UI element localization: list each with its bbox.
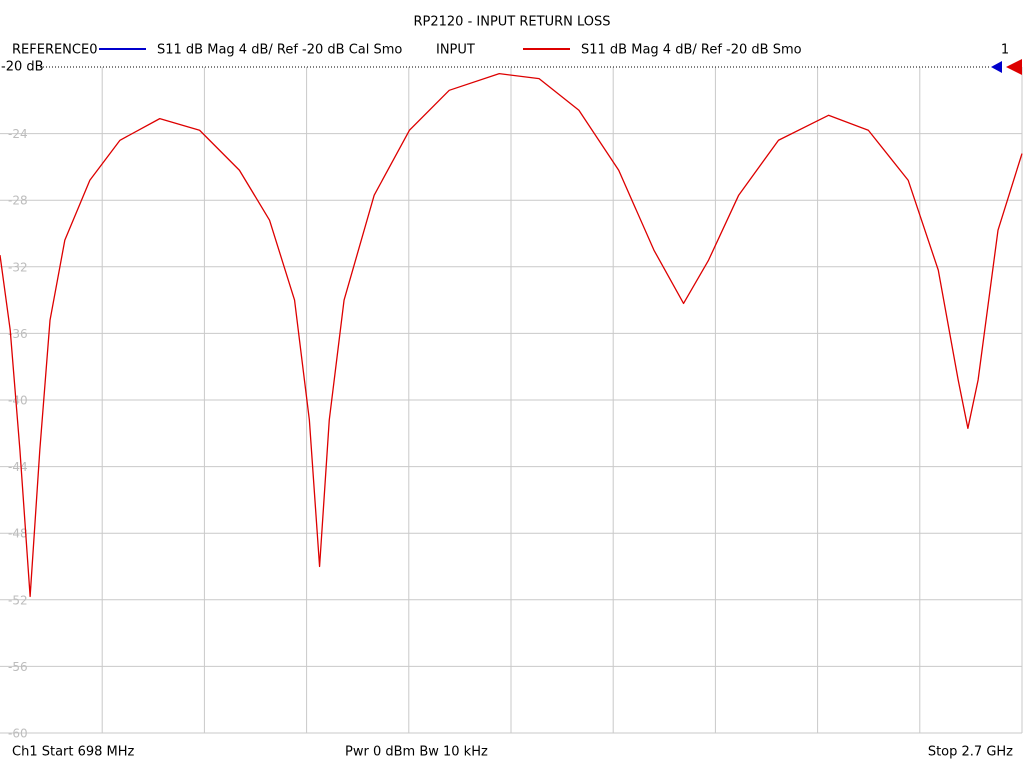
reference-marker: [1006, 59, 1022, 75]
chart-title: RP2120 - INPUT RETURN LOSS: [413, 15, 610, 30]
y-tick-label: -48: [8, 527, 28, 541]
y-tick-label: -52: [8, 593, 28, 607]
y-tick-label: -36: [8, 327, 28, 341]
legend-name: INPUT: [436, 43, 475, 58]
legend-trace: S11 dB Mag 4 dB/ Ref -20 dB Cal Smo: [157, 43, 402, 58]
marker-label: 1: [1001, 43, 1009, 58]
y-tick-label: -56: [8, 660, 28, 674]
y-tick-label: -40: [8, 394, 28, 408]
footer-stop: Stop 2.7 GHz: [928, 745, 1013, 760]
legend-name: REFERENCE0: [12, 43, 97, 58]
series-line: [0, 73, 1023, 598]
reference-label: -20 dB: [1, 60, 44, 75]
y-tick-label: -60: [8, 727, 28, 741]
footer-power: Pwr 0 dBm Bw 10 kHz: [345, 745, 488, 760]
y-tick-label: -24: [8, 127, 28, 141]
y-tick-label: -28: [8, 194, 28, 208]
reference-marker: [991, 61, 1002, 73]
footer-start: Ch1 Start 698 MHz: [12, 745, 135, 760]
y-tick-label: -32: [8, 260, 28, 274]
y-tick-label: -44: [8, 460, 28, 474]
legend-trace: S11 dB Mag 4 dB/ Ref -20 dB Smo: [581, 43, 802, 58]
